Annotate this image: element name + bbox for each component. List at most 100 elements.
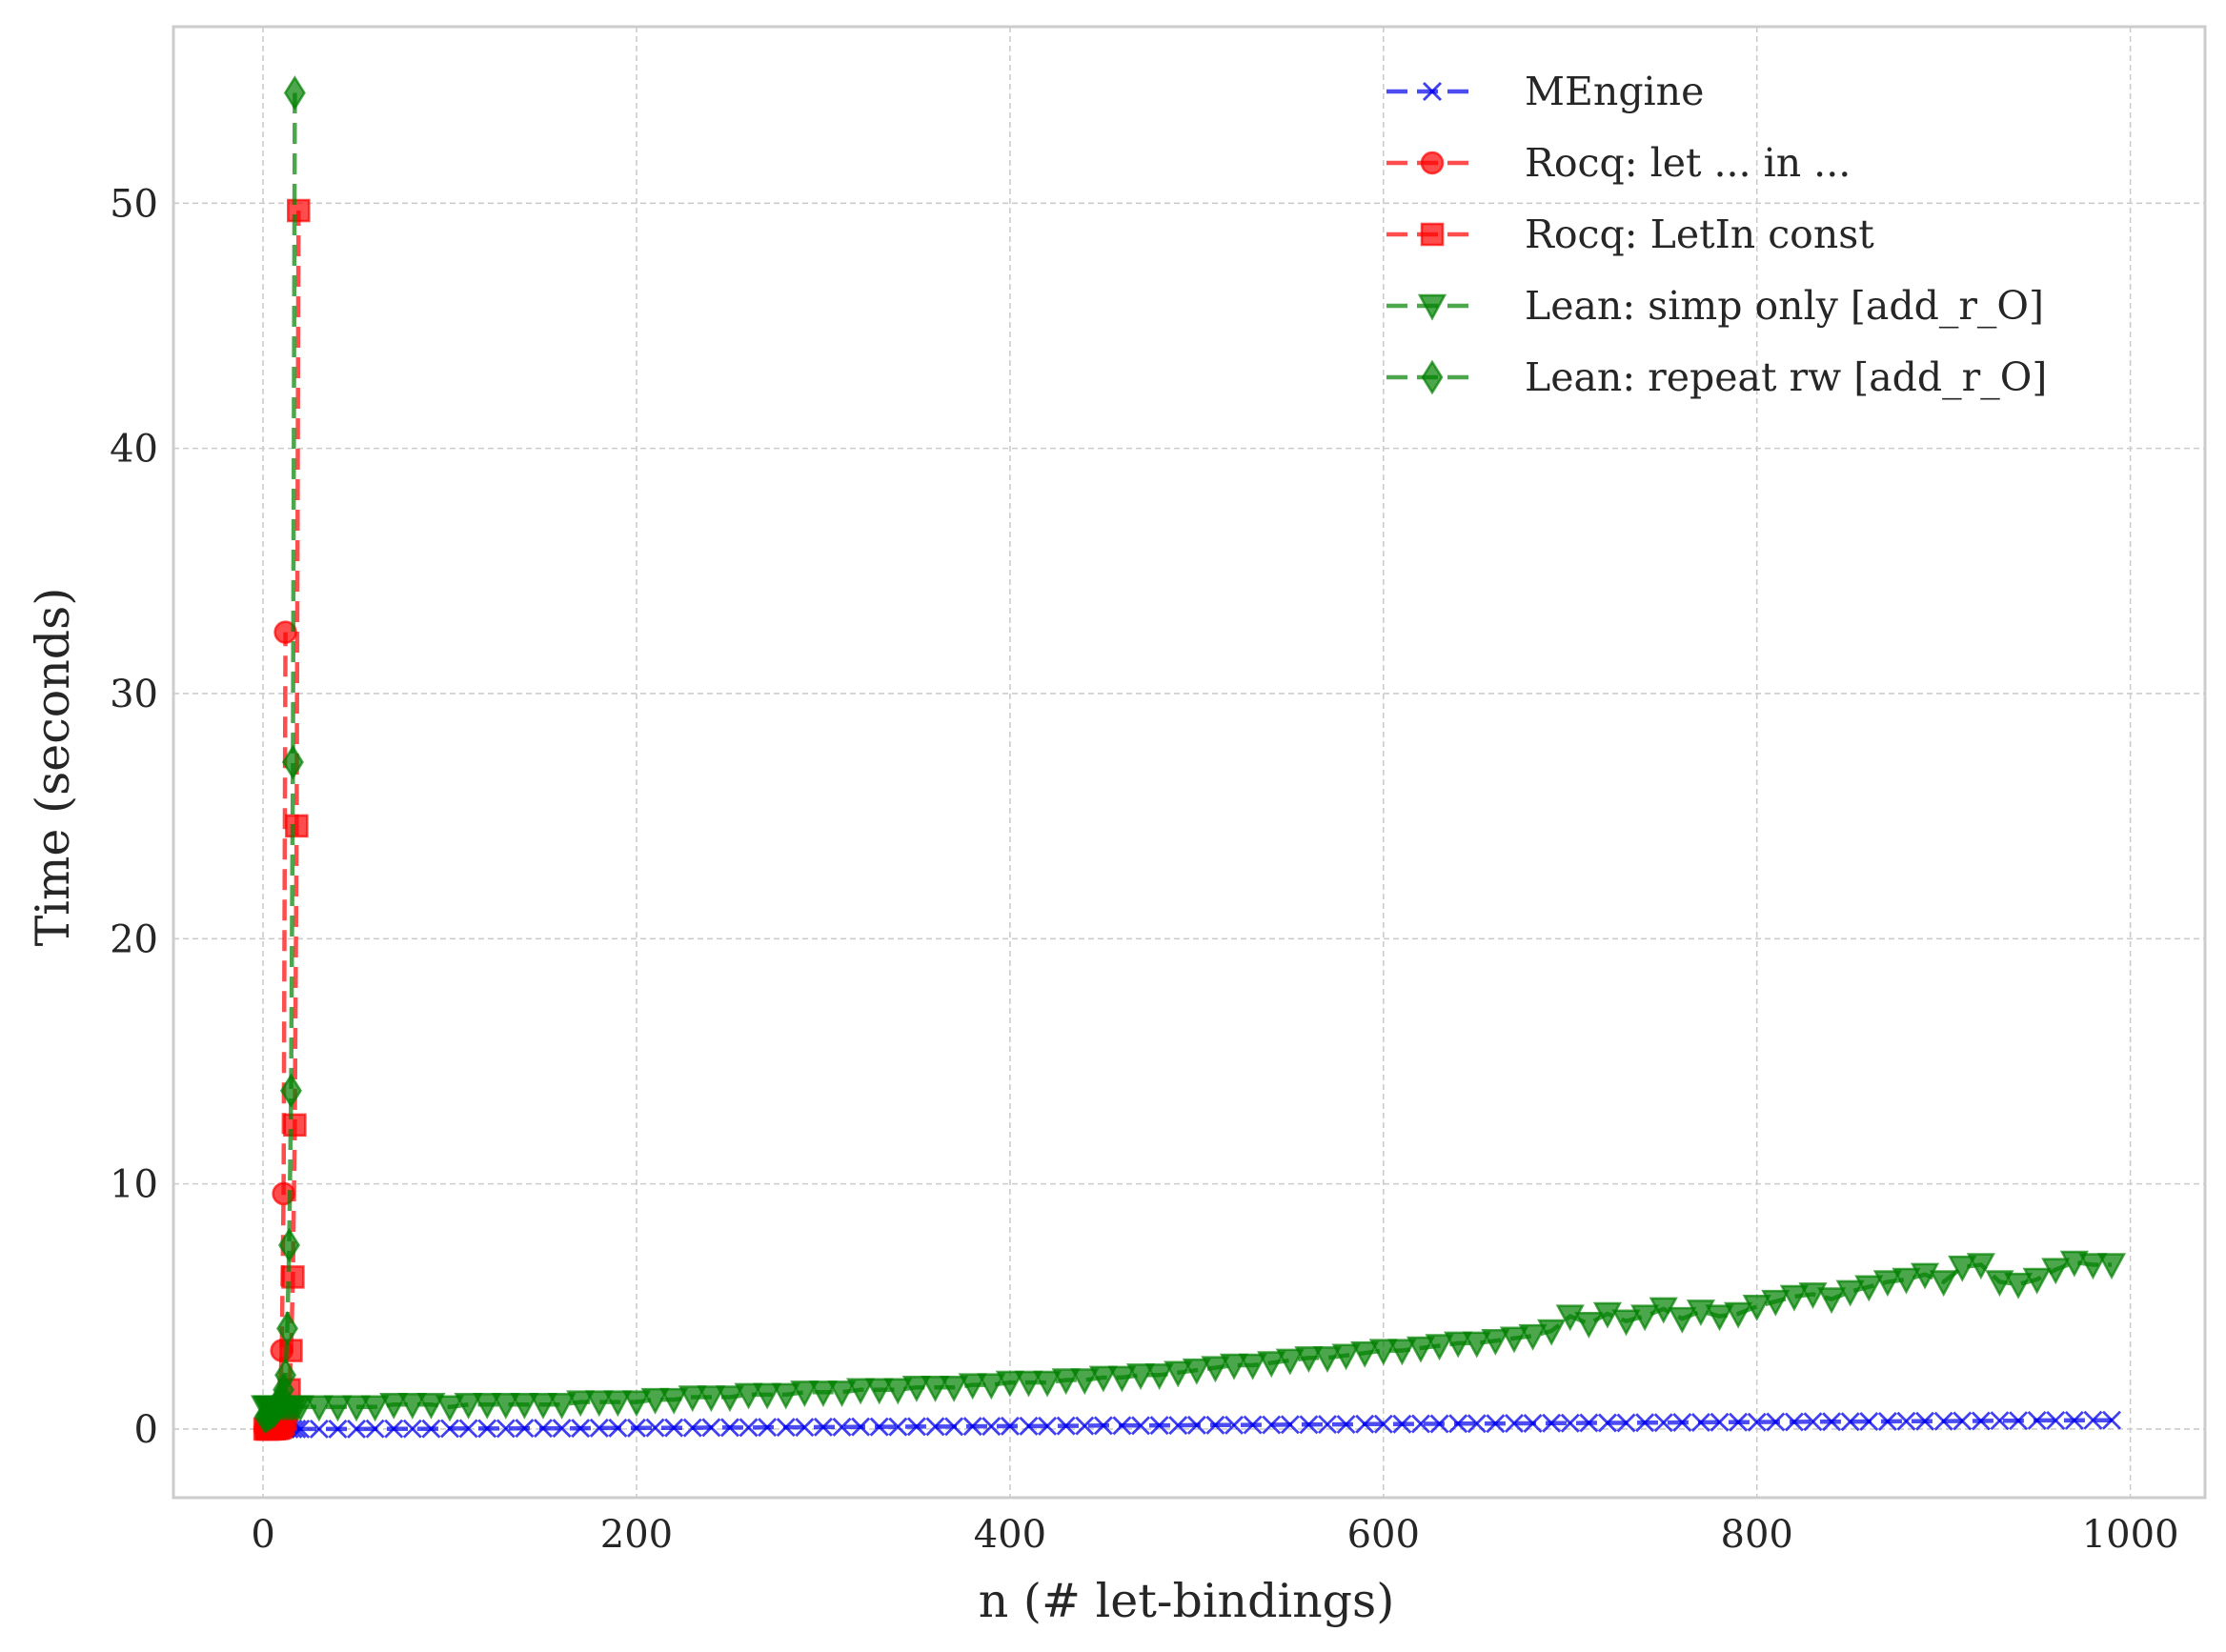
data-point — [1350, 1340, 1380, 1368]
data-point — [589, 1418, 609, 1438]
data-point — [869, 1417, 889, 1437]
data-point — [2009, 1411, 2029, 1431]
data-point — [1125, 1363, 1156, 1390]
data-point — [283, 1113, 307, 1138]
legend-marker — [1420, 151, 1445, 175]
data-point — [1448, 1414, 1468, 1434]
series-4 — [253, 75, 306, 1435]
data-point — [496, 1419, 516, 1439]
data-point — [1312, 1346, 1343, 1373]
data-point — [864, 1378, 894, 1405]
legend-item: Rocq: LetIn const — [1386, 212, 1874, 257]
data-point — [682, 1418, 702, 1438]
data-point — [1481, 1329, 1510, 1356]
data-point — [827, 1380, 857, 1407]
x-tick-label: 800 — [1721, 1513, 1793, 1557]
data-point — [1966, 1253, 1995, 1280]
data-point — [925, 1417, 945, 1437]
data-point — [1201, 1356, 1230, 1383]
legend-label: Lean: simp only [add_r_O] — [1525, 283, 2044, 329]
data-point — [1014, 1370, 1043, 1398]
data-point — [1948, 1255, 1977, 1282]
data-point — [1107, 1365, 1137, 1393]
data-point — [1000, 1416, 1020, 1436]
data-point — [734, 1382, 763, 1410]
data-point — [1574, 1312, 1604, 1339]
data-point — [379, 1392, 409, 1420]
data-point — [1499, 1326, 1529, 1354]
data-point — [1070, 1368, 1100, 1396]
legend-label: Lean: repeat rw [add_r_O] — [1525, 354, 2047, 400]
data-point — [1406, 1336, 1436, 1363]
y-tick-label: 40 — [110, 428, 158, 472]
data-point — [1555, 1304, 1585, 1332]
x-tick-label: 600 — [1347, 1513, 1420, 1557]
data-point — [1560, 1413, 1580, 1433]
data-point — [906, 1417, 926, 1437]
data-point — [1088, 1365, 1118, 1393]
data-point — [1766, 1412, 1786, 1432]
data-point — [1243, 1415, 1263, 1435]
data-point — [1915, 1411, 1935, 1431]
data-point — [1784, 1412, 1804, 1432]
data-point — [309, 1419, 329, 1439]
data-point — [1373, 1414, 1393, 1434]
data-point — [1705, 1304, 1734, 1332]
data-point — [1486, 1414, 1506, 1434]
data-point — [1953, 1411, 1973, 1431]
data-point — [510, 1392, 539, 1420]
data-point — [1990, 1411, 2010, 1431]
data-point — [659, 1387, 689, 1415]
data-point — [678, 1385, 707, 1413]
data-point — [977, 1373, 1006, 1400]
y-tick-label: 20 — [110, 917, 158, 961]
data-point — [715, 1385, 745, 1413]
data-point — [2003, 1272, 2034, 1299]
data-point — [753, 1382, 782, 1410]
x-tick-label: 200 — [600, 1513, 673, 1557]
data-point — [1168, 1416, 1188, 1436]
legend-item: MEngine — [1386, 69, 1704, 114]
data-point — [1690, 1413, 1710, 1432]
data-point — [1262, 1415, 1282, 1435]
data-point — [626, 1418, 646, 1438]
legend-item: Rocq: let ... in ... — [1386, 140, 1851, 186]
data-point — [1275, 1348, 1305, 1376]
data-point — [1929, 1270, 1958, 1298]
data-point — [1299, 1415, 1319, 1435]
data-point — [944, 1417, 964, 1437]
series-line — [265, 1418, 2112, 1432]
data-point — [664, 1418, 684, 1438]
data-point — [1971, 1411, 1991, 1431]
data-point — [640, 1387, 670, 1415]
data-point — [1859, 1411, 1879, 1431]
data-point — [421, 1419, 441, 1439]
data-point — [328, 1419, 348, 1439]
data-point — [621, 1390, 652, 1418]
data-point — [1779, 1284, 1809, 1312]
data-point — [1467, 1414, 1487, 1434]
data-point — [883, 1378, 913, 1405]
data-point — [435, 1395, 465, 1422]
data-point — [1747, 1412, 1767, 1432]
data-point — [995, 1370, 1024, 1398]
data-point — [534, 1419, 553, 1439]
data-point — [1822, 1412, 1842, 1432]
data-point — [1224, 1415, 1245, 1435]
data-point — [1877, 1411, 1897, 1431]
data-point — [1542, 1413, 1562, 1433]
data-point — [1630, 1304, 1660, 1332]
data-point — [1336, 1415, 1356, 1435]
data-point — [279, 1339, 303, 1362]
data-point — [1653, 1413, 1673, 1433]
data-point — [719, 1418, 739, 1438]
data-point — [795, 1418, 815, 1438]
data-point — [477, 1419, 497, 1439]
data-point — [1164, 1360, 1193, 1388]
data-point — [1892, 1267, 1921, 1295]
data-point — [1597, 1413, 1617, 1433]
y-tick-label: 10 — [110, 1163, 158, 1207]
data-point — [515, 1419, 535, 1439]
data-point — [1761, 1289, 1791, 1317]
data-point — [1724, 1301, 1753, 1329]
